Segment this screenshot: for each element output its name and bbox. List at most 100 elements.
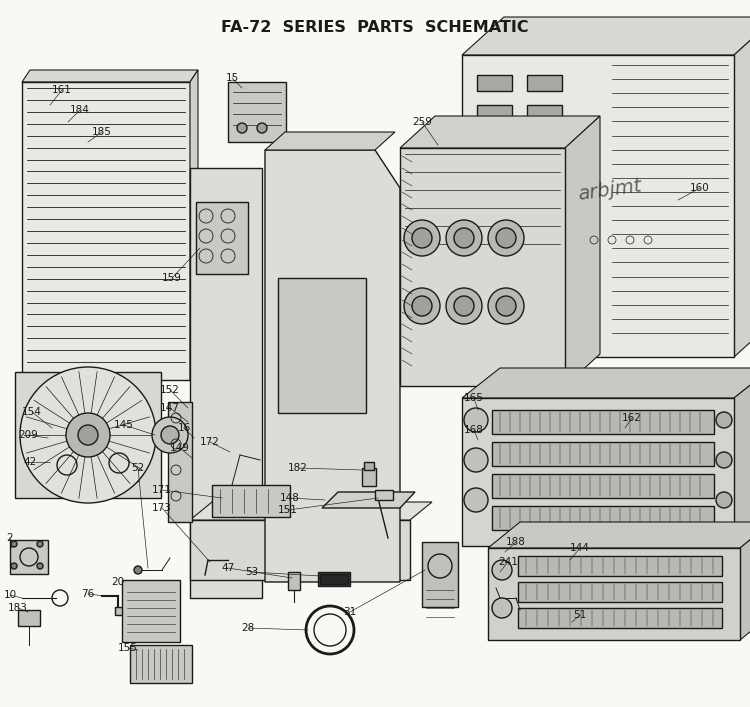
Text: 10: 10 (4, 590, 16, 600)
Bar (527, 195, 562, 211)
Bar (527, 105, 562, 121)
Text: 51: 51 (573, 610, 586, 620)
Polygon shape (400, 116, 600, 148)
Circle shape (716, 412, 732, 428)
Text: 259: 259 (412, 117, 432, 127)
Bar (190, 168, 262, 598)
Text: 148: 148 (280, 493, 300, 503)
Circle shape (37, 541, 43, 547)
Bar (190, 520, 410, 580)
Polygon shape (265, 150, 400, 582)
Text: arbjmt: arbjmt (577, 176, 644, 204)
Bar (492, 442, 714, 466)
Circle shape (488, 288, 524, 324)
Circle shape (404, 288, 440, 324)
Text: 155: 155 (118, 643, 138, 653)
Bar (518, 556, 722, 576)
Text: 183: 183 (8, 603, 28, 613)
Text: 171: 171 (152, 485, 172, 495)
Bar (122, 580, 180, 642)
Text: 15: 15 (225, 73, 238, 83)
Text: 173: 173 (152, 503, 172, 513)
Bar (527, 75, 562, 91)
Bar (288, 572, 300, 590)
Circle shape (404, 220, 440, 256)
Circle shape (161, 426, 179, 444)
Circle shape (37, 563, 43, 569)
Bar (15, 372, 161, 498)
Bar (527, 285, 562, 301)
Bar (462, 398, 734, 546)
Circle shape (66, 413, 110, 457)
Circle shape (134, 566, 142, 574)
Bar (492, 410, 714, 434)
Text: 168: 168 (464, 425, 484, 435)
Text: 172: 172 (200, 437, 220, 447)
Text: 185: 185 (92, 127, 112, 137)
Bar (10, 540, 48, 574)
Text: 31: 31 (344, 607, 357, 617)
Circle shape (412, 296, 432, 316)
Bar (375, 490, 393, 500)
Circle shape (492, 598, 512, 618)
Circle shape (464, 408, 488, 432)
Circle shape (237, 123, 247, 133)
Polygon shape (462, 368, 750, 398)
Circle shape (446, 288, 482, 324)
Text: 182: 182 (288, 463, 308, 473)
Text: 209: 209 (18, 430, 38, 440)
Bar (527, 135, 562, 151)
Text: 144: 144 (570, 543, 590, 553)
Polygon shape (190, 70, 198, 380)
Bar (100, 445, 138, 481)
Circle shape (446, 220, 482, 256)
Text: 188: 188 (506, 537, 526, 547)
Circle shape (716, 452, 732, 468)
Bar (228, 82, 286, 142)
Circle shape (464, 448, 488, 472)
Bar (477, 105, 512, 121)
Circle shape (496, 228, 516, 248)
Circle shape (496, 296, 516, 316)
Text: 154: 154 (22, 407, 42, 417)
Polygon shape (322, 492, 415, 508)
Polygon shape (734, 17, 750, 357)
Bar (48, 448, 86, 482)
Circle shape (488, 220, 524, 256)
Circle shape (492, 560, 512, 580)
Text: 52: 52 (131, 463, 145, 473)
Bar (492, 506, 714, 530)
Text: 162: 162 (622, 413, 642, 423)
Circle shape (20, 367, 156, 503)
Circle shape (412, 228, 432, 248)
Text: 159: 159 (162, 273, 182, 283)
Text: 76: 76 (81, 589, 94, 599)
Polygon shape (22, 70, 198, 82)
Bar (462, 55, 734, 357)
Circle shape (78, 425, 98, 445)
Bar (400, 148, 565, 386)
Circle shape (257, 123, 267, 133)
Bar (477, 165, 512, 181)
Text: 160: 160 (690, 183, 709, 193)
Bar (168, 402, 192, 522)
Bar (196, 202, 248, 274)
Bar (320, 574, 348, 584)
Text: FA-72  SERIES  PARTS  SCHEMATIC: FA-72 SERIES PARTS SCHEMATIC (221, 20, 529, 35)
Polygon shape (488, 522, 750, 548)
Bar (488, 548, 740, 640)
Bar (362, 468, 376, 486)
Bar (527, 225, 562, 241)
Circle shape (454, 296, 474, 316)
Bar (278, 278, 366, 413)
Text: 147: 147 (160, 403, 180, 413)
Text: 161: 161 (52, 85, 72, 95)
Circle shape (152, 417, 188, 453)
Bar (18, 610, 40, 626)
Bar (477, 135, 512, 151)
Bar (518, 608, 722, 628)
Bar (22, 82, 190, 380)
Text: 145: 145 (114, 420, 134, 430)
Text: 53: 53 (245, 567, 259, 577)
Polygon shape (740, 522, 750, 640)
